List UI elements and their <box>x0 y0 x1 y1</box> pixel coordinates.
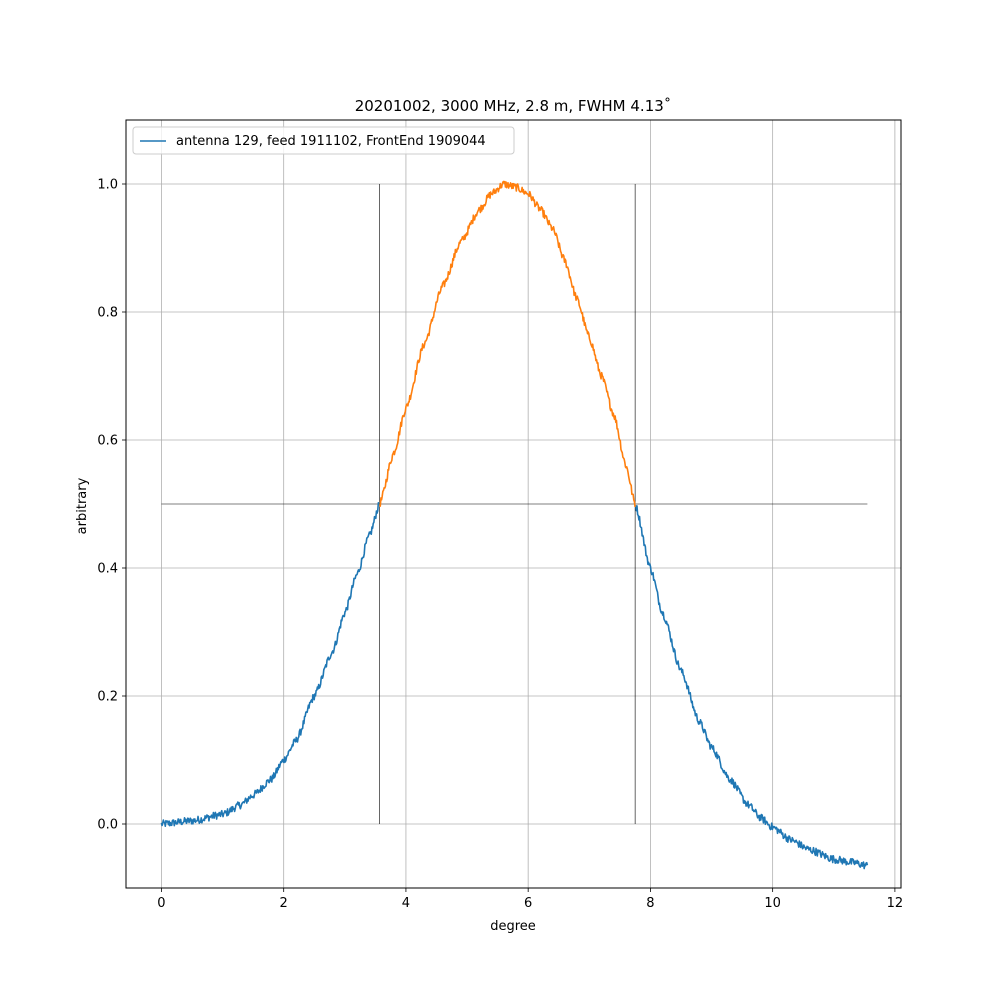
y-tick-label: 1.0 <box>97 178 118 193</box>
x-tick-label: 0 <box>157 896 165 911</box>
y-tick-label: 0.2 <box>97 690 118 705</box>
series-layer <box>160 180 869 870</box>
x-tick-label: 10 <box>764 896 781 911</box>
y-axis-label: arbitrary <box>75 477 90 534</box>
x-axis-label: degree <box>490 919 536 934</box>
plot-frame <box>125 119 902 889</box>
x-tick-label: 4 <box>402 896 410 911</box>
x-tick-label: 8 <box>646 896 654 911</box>
beam-line-left <box>160 501 380 828</box>
legend-label: antenna 129, feed 1911102, FrontEnd 1909… <box>176 134 486 149</box>
y-tick-label: 0.6 <box>97 434 118 449</box>
beam-line-right <box>634 505 869 870</box>
legend: antenna 129, feed 1911102, FrontEnd 1909… <box>132 126 515 155</box>
axis-ticks: 0 2 4 6 8 10 12 0.0 0.2 0.4 0.6 0.8 1.0 <box>97 178 903 912</box>
y-tick-label: 0.4 <box>97 562 118 577</box>
y-tick-label: 0.0 <box>97 818 118 833</box>
x-tick-label: 12 <box>887 896 904 911</box>
legend-box <box>132 126 515 155</box>
x-tick-label: 2 <box>280 896 288 911</box>
beam-line-half-power <box>378 180 636 508</box>
chart-title: 20201002, 3000 MHz, 2.8 m, FWHM 4.13˚ <box>355 97 672 115</box>
y-tick-label: 0.8 <box>97 306 118 321</box>
x-tick-label: 6 <box>524 896 532 911</box>
